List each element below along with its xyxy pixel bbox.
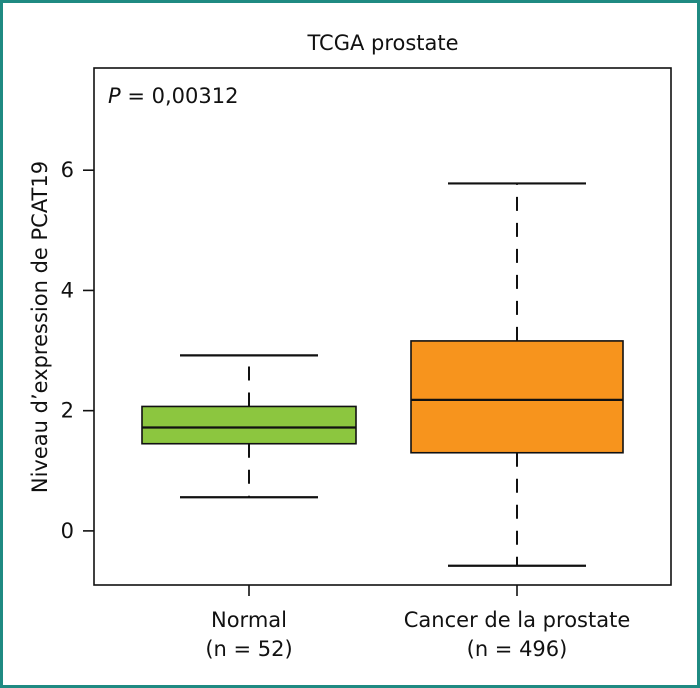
chart-title: TCGA prostate (306, 31, 458, 55)
box-0 (141, 354, 357, 499)
plot-area (93, 67, 672, 586)
y-axis: 0 2 4 6 (61, 158, 94, 543)
iqr-box (141, 405, 357, 445)
x-axis: Normal (n = 52) Cancer de la prostate (n = … (205, 585, 630, 661)
x-sample-size-label-0: (n = 52) (205, 637, 292, 661)
y-tick-label-2: 2 (61, 399, 74, 423)
p-value-text: = 0,00312 (121, 84, 239, 108)
boxes (141, 182, 624, 567)
p-value-symbol: P (108, 84, 121, 108)
iqr-box (410, 340, 624, 454)
y-tick-label-4: 4 (61, 278, 74, 302)
y-tick-label-6: 6 (61, 158, 74, 182)
y-tick-label-0: 0 (61, 519, 74, 543)
p-value-annotation: P = 0,00312 (108, 84, 238, 108)
box-1 (410, 182, 624, 567)
y-axis-label: Niveau d’expression de PCAT19 (28, 161, 52, 493)
x-tick-label-0: Normal (211, 608, 287, 632)
x-tick-label-1: Cancer de la prostate (404, 608, 630, 632)
x-sample-size-label-1: (n = 496) (467, 637, 568, 661)
